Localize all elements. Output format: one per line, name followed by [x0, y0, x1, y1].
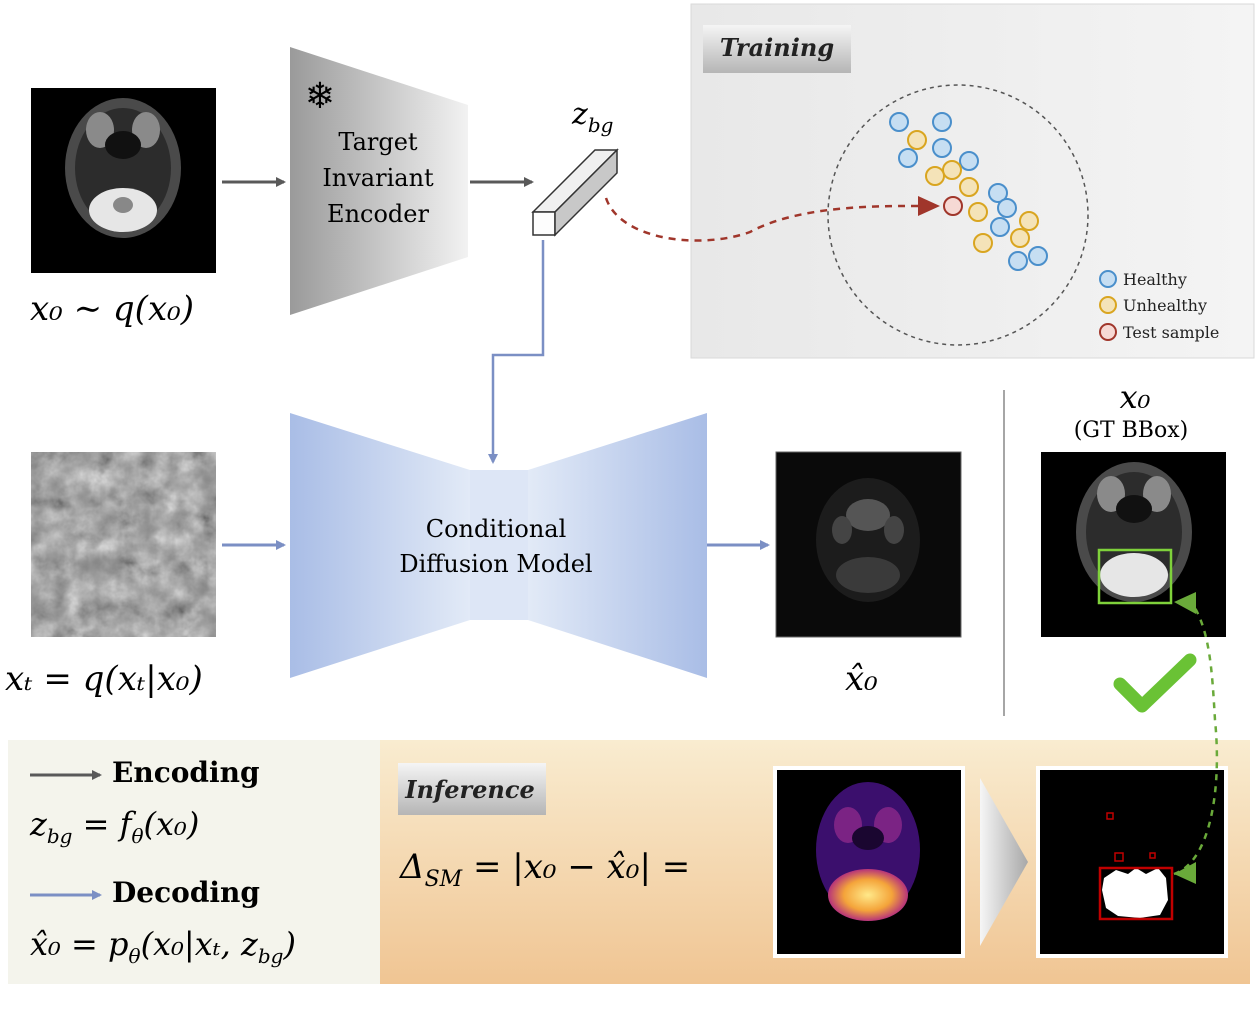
unhealthy-point: [959, 177, 979, 197]
legend-box: [8, 740, 380, 984]
training-label-box: [703, 25, 851, 73]
xt-label: xₜ = q(xₜ|x₀): [5, 659, 203, 699]
healthy-point: [898, 148, 918, 168]
unhealthy-point: [1019, 211, 1039, 231]
healthy-point: [990, 217, 1010, 237]
mask-region: [1102, 868, 1168, 918]
decoding-equation: x̂₀ = pθ(x₀|xₜ, zbg): [30, 925, 296, 968]
inference-title: Inference: [404, 775, 535, 804]
legend-healthy-label: Healthy: [1123, 270, 1187, 289]
unhealthy-point: [968, 202, 988, 222]
anomaly-heatmap-image: [773, 766, 965, 958]
inference-label-box: [398, 763, 546, 815]
chevron-right-icon: [980, 778, 1028, 946]
input-mri-image: [31, 88, 216, 273]
gt-bounding-box: [1097, 548, 1173, 605]
unhealthy-point: [942, 160, 962, 180]
false-positive-box: [1114, 852, 1124, 862]
test-sample-arrowhead: [918, 196, 940, 216]
healthy-point: [1028, 246, 1048, 266]
healthy-point: [1008, 251, 1028, 271]
encoding-equation: zbg = fθ(x₀): [29, 805, 199, 848]
unhealthy-point: [925, 166, 945, 186]
legend-healthy-marker: [1099, 270, 1117, 288]
false-positive-box: [1149, 852, 1156, 859]
unhealthy-point: [907, 130, 927, 150]
gt-bbox-label: (GT BBox): [1074, 418, 1188, 443]
healthy-point: [988, 183, 1008, 203]
latent-points: [889, 112, 1048, 271]
comparison-arrowhead-bottom: [1174, 862, 1196, 884]
snowflake-icon: ❄: [305, 76, 335, 117]
reconstructed-image: [775, 451, 962, 638]
latent-space-circle: [827, 84, 1089, 346]
legend-unhealthy-marker: [1099, 296, 1117, 314]
comparison-arrowhead-top: [1174, 592, 1196, 614]
false-positive-box: [1106, 812, 1114, 820]
noise-image: [31, 452, 216, 637]
diffusion-model-block: [290, 413, 707, 678]
unhealthy-point: [1010, 228, 1030, 248]
diffusion-label-line1: Conditional: [426, 515, 567, 543]
healthy-point: [959, 151, 979, 171]
segmentation-mask-image: [1036, 766, 1228, 958]
training-title: Training: [720, 33, 834, 62]
healthy-point: [932, 138, 952, 158]
healthy-point: [997, 198, 1017, 218]
encoding-legend-label: Encoding: [112, 756, 260, 789]
zbg-label: zbg: [571, 97, 613, 137]
decoding-legend-label: Decoding: [112, 876, 260, 909]
x0-hat-label: x̂₀: [845, 659, 878, 699]
encoder-label-line2: Invariant: [322, 164, 434, 192]
test-sample-link: [604, 197, 921, 242]
legend-test-label: Test sample: [1123, 323, 1219, 342]
encoder-block: [290, 47, 468, 315]
test-sample-point: [943, 196, 963, 216]
gt-x0-label: x₀: [1120, 378, 1151, 416]
training-legend: Healthy Unhealthy Test sample: [1099, 270, 1219, 342]
training-panel: Training Healthy: [690, 3, 1255, 359]
predicted-bounding-box: [1098, 866, 1174, 921]
delta-sm-equation: ΔSM = |x₀ − x̂₀| =: [398, 847, 690, 892]
healthy-point: [889, 112, 909, 132]
condition-arrow: [488, 240, 545, 464]
diffusion-label-line2: Diffusion Model: [399, 550, 592, 578]
latent-vector-zbg: [531, 148, 619, 237]
legend-unhealthy-label: Unhealthy: [1123, 296, 1207, 315]
unhealthy-point: [973, 233, 993, 253]
healthy-point: [932, 112, 952, 132]
check-icon: [1113, 653, 1197, 713]
encoder-label-line1: Target: [338, 128, 417, 156]
legend-test-marker: [1099, 323, 1117, 341]
comparison-link: [1173, 599, 1219, 876]
gt-bbox-image: [1041, 452, 1226, 637]
encoder-label-line3: Encoder: [327, 200, 429, 228]
x0-distribution-label: x₀ ∼ q(x₀): [30, 289, 194, 329]
